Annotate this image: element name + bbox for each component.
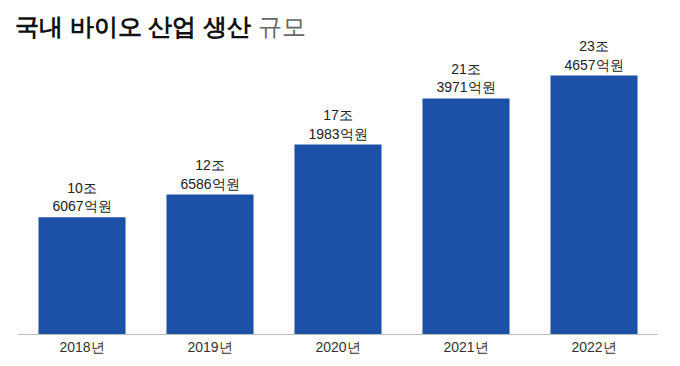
svg-text:12조6586억원: 12조6586억원 [180, 157, 239, 191]
svg-text:10조6067억원: 10조6067억원 [52, 180, 111, 214]
svg-text:2018년: 2018년 [59, 339, 104, 355]
svg-text:23조4657억원: 23조4657억원 [564, 38, 623, 72]
svg-text:2022년: 2022년 [571, 339, 616, 355]
svg-text:2019년: 2019년 [187, 339, 232, 355]
svg-text:국내 바이오 산업 생산 규모: 국내 바이오 산업 생산 규모 [15, 13, 306, 40]
svg-text:21조3971억원: 21조3971억원 [436, 61, 495, 95]
svg-text:2020년: 2020년 [315, 339, 360, 355]
svg-text:2021년: 2021년 [443, 339, 488, 355]
svg-text:17조1983억원: 17조1983억원 [308, 107, 367, 141]
